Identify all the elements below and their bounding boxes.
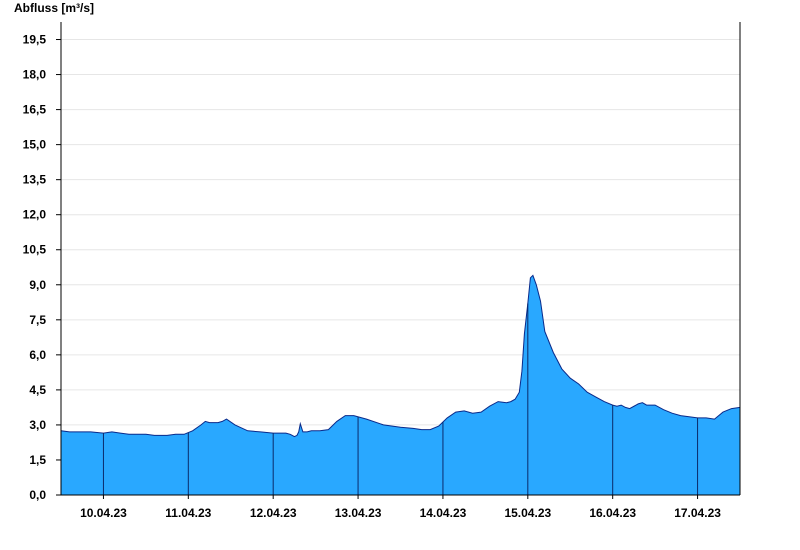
y-tick-label: 4,5: [29, 383, 46, 397]
y-tick-label: 3,0: [29, 418, 46, 432]
y-tick-label: 19,5: [23, 33, 47, 47]
y-tick-label: 16,5: [23, 103, 47, 117]
day-separators: [102, 303, 699, 495]
y-tick-label: 7,5: [29, 313, 46, 327]
grid: [61, 39, 740, 461]
x-tick-label: 10.04.23: [80, 506, 127, 520]
y-tick-label: 12,0: [23, 208, 47, 222]
x-ticks: 10.04.23 11.04.23 12.04.23 13.04.23 14.04.23…: [80, 495, 721, 520]
x-tick-label: 15.04.23: [504, 506, 551, 520]
y-tick-label: 18,0: [23, 68, 47, 82]
x-tick-label: 12.04.23: [250, 506, 297, 520]
x-tick-label: 17.04.23: [674, 506, 721, 520]
y-tick-label: 15,0: [23, 138, 47, 152]
y-tick-label: 1,5: [29, 453, 46, 467]
y-tick-label: 6,0: [29, 348, 46, 362]
y-ticks: 0,0 1,5 3,0 4,5 6,0 7,5 9,0 10,5 12,0 13,5 15,0 16,…: [23, 33, 61, 502]
discharge-area: [61, 275, 740, 495]
x-tick-label: 11.04.23: [165, 506, 211, 520]
y-axis-label: Abfluss [m³/s]: [14, 1, 95, 15]
y-tick-label: 0,0: [29, 488, 46, 502]
discharge-series: [60, 274, 741, 495]
axes: [60, 22, 741, 496]
y-tick-label: 9,0: [29, 278, 46, 292]
x-tick-label: 13.04.23: [335, 506, 382, 520]
discharge-line: [60, 274, 741, 438]
x-tick-label: 16.04.23: [589, 506, 636, 520]
x-tick-label: 14.04.23: [420, 506, 467, 520]
y-tick-label: 13,5: [23, 173, 47, 187]
y-tick-label: 10,5: [23, 243, 47, 257]
